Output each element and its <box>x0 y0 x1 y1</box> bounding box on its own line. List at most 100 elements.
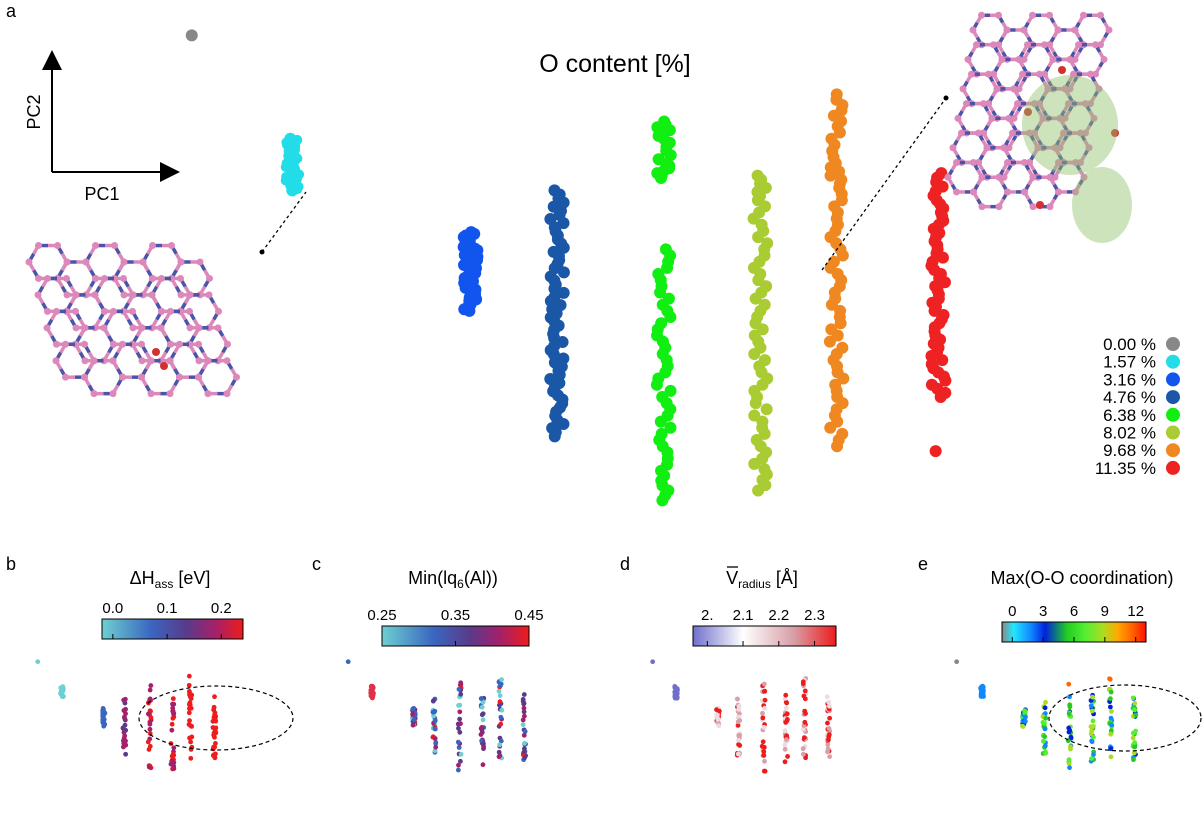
data-point <box>650 659 656 665</box>
legend-marker <box>1166 443 1180 458</box>
data-point <box>479 725 485 730</box>
data-point <box>433 744 439 750</box>
data-point <box>800 746 806 752</box>
data-point <box>498 714 504 720</box>
crystal-structure-right-image <box>944 11 1132 243</box>
data-point <box>100 708 106 714</box>
data-point <box>521 709 527 715</box>
data-point <box>497 683 503 689</box>
data-point <box>1066 681 1072 687</box>
data-point <box>834 317 847 330</box>
data-point <box>521 746 527 752</box>
data-point <box>760 739 766 745</box>
data-point <box>752 484 765 497</box>
data-point <box>1109 709 1114 714</box>
data-point <box>1130 735 1136 741</box>
data-point <box>121 735 127 741</box>
data-point <box>1067 765 1072 771</box>
data-point <box>1067 704 1073 710</box>
data-point <box>1133 728 1138 734</box>
data-point <box>762 758 767 764</box>
data-point <box>170 705 176 711</box>
series-638 <box>650 115 677 507</box>
data-point <box>654 415 667 428</box>
data-point <box>121 714 127 720</box>
data-point <box>479 704 485 710</box>
data-point <box>211 752 217 758</box>
leader-dot-right <box>943 95 949 101</box>
data-point <box>1042 726 1048 732</box>
data-point <box>457 729 463 735</box>
data-point <box>1066 757 1072 763</box>
colorbar-b-ticks: 0.0 0.1 0.2 <box>102 600 232 639</box>
tick-label: 3 <box>1039 603 1047 620</box>
data-point <box>1068 734 1074 740</box>
data-point <box>457 709 463 715</box>
series-157 <box>280 132 305 197</box>
data-point <box>748 347 761 360</box>
data-point <box>833 126 846 139</box>
data-point <box>186 682 192 688</box>
data-point <box>1132 740 1138 745</box>
tick-label: 0.0 <box>102 600 123 617</box>
data-point <box>714 712 720 718</box>
data-point <box>520 717 526 723</box>
data-point <box>674 688 679 694</box>
data-point <box>1108 746 1114 752</box>
data-point <box>1131 757 1136 763</box>
data-point <box>824 694 830 700</box>
highlight-ellipse-e <box>1048 684 1202 752</box>
data-point <box>433 740 439 745</box>
data-point <box>954 659 960 665</box>
data-point <box>1108 754 1114 760</box>
data-point <box>784 700 790 706</box>
colorbar-b <box>101 618 244 640</box>
series-802 <box>747 169 774 497</box>
data-point <box>782 742 788 748</box>
data-point <box>1089 756 1094 762</box>
data-point <box>827 754 833 760</box>
tick-label: 0.2 <box>211 600 232 617</box>
legend-label: 1.57 % <box>1103 353 1156 372</box>
data-point <box>478 732 484 737</box>
data-point <box>1043 699 1048 705</box>
legend-label: 9.68 % <box>1103 441 1156 460</box>
panel-c: Min(lq6(Al)) 0.25 0.35 0.45 <box>345 568 544 773</box>
data-point <box>936 354 949 367</box>
data-point <box>1042 705 1048 711</box>
data-point <box>147 721 153 727</box>
panel-d: Vradius [Å] 2. 2.1 2.2 2.3 <box>650 566 837 774</box>
data-point <box>736 706 742 712</box>
data-point <box>663 124 676 137</box>
data-point <box>1042 734 1048 740</box>
data-point <box>146 747 152 752</box>
data-point <box>1022 718 1028 724</box>
data-point <box>826 699 832 705</box>
data-point <box>823 335 836 348</box>
data-point <box>749 397 762 410</box>
legend-marker <box>1166 372 1180 387</box>
tick-label: 2.2 <box>768 607 789 624</box>
scatter-a <box>185 29 952 507</box>
legend-label: 0.00 % <box>1103 335 1156 354</box>
data-point <box>148 715 154 720</box>
panel-e: Max(O-O coordination) 0 3 6 9 12 <box>954 568 1202 771</box>
data-point <box>759 743 765 749</box>
colorbar-e-ticks: 0 3 6 9 12 <box>1008 603 1144 642</box>
data-point <box>456 762 461 768</box>
data-point <box>497 742 503 748</box>
data-point <box>1066 761 1072 766</box>
data-point <box>148 683 154 688</box>
data-point <box>430 709 436 715</box>
data-point <box>187 735 192 741</box>
data-point <box>1107 704 1113 710</box>
data-point <box>1091 752 1096 758</box>
data-point <box>557 266 570 279</box>
legend-marker <box>1166 425 1180 440</box>
data-point <box>800 679 806 685</box>
data-point <box>1107 676 1112 682</box>
data-point <box>497 693 503 699</box>
data-point <box>410 706 416 712</box>
data-point <box>656 494 669 507</box>
data-point <box>1067 694 1072 700</box>
